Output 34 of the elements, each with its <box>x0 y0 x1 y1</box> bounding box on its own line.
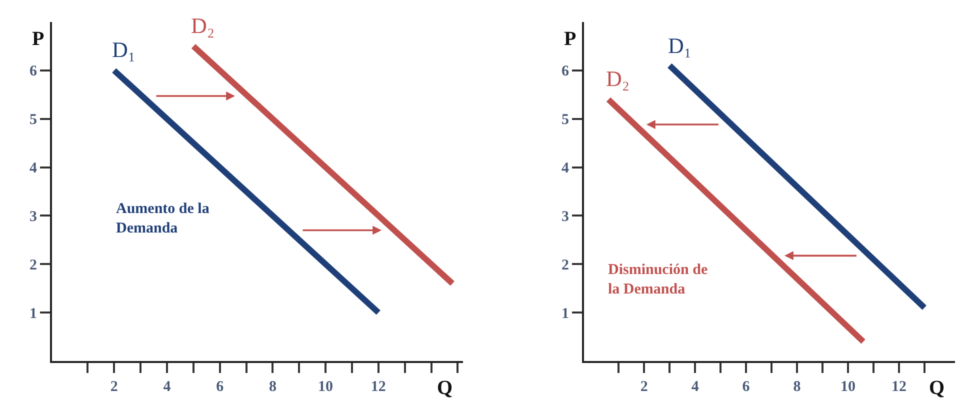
y-tick-label: 5 <box>562 112 569 128</box>
y-tick-label: 2 <box>562 257 569 274</box>
series-label: D₂ <box>191 13 215 38</box>
y-tick-label: 4 <box>562 160 570 177</box>
y-tick-label: 6 <box>562 64 570 80</box>
y-tick-label: 3 <box>30 208 37 225</box>
series-label: D₁ <box>112 37 136 62</box>
y-tick-label: 3 <box>562 208 569 225</box>
x-tick-label: 2 <box>110 379 118 395</box>
x-tick-label: 2 <box>640 379 648 395</box>
y-tick-label: 2 <box>30 257 37 274</box>
x-tick-label: 10 <box>318 379 334 395</box>
x-tick-label: 12 <box>370 379 386 395</box>
y-axis-title: P <box>564 28 576 50</box>
annotation: Disminución de la Demanda <box>608 262 708 298</box>
y-tick-label: 4 <box>30 160 38 177</box>
x-axis-title: Q <box>437 377 453 399</box>
y-tick-label: 1 <box>30 306 37 322</box>
x-axis-title: Q <box>929 377 945 399</box>
x-tick-label: 6 <box>216 379 224 395</box>
y-tick-label: 6 <box>30 64 38 80</box>
y-tick-label: 1 <box>562 306 569 322</box>
x-tick-label: 12 <box>891 379 906 395</box>
x-tick-label: 10 <box>840 379 856 395</box>
x-tick-label: 6 <box>742 379 750 395</box>
y-tick-label: 5 <box>30 112 37 128</box>
y-axis-title: P <box>32 28 44 50</box>
x-tick-label: 4 <box>691 379 700 395</box>
x-tick-label: 8 <box>793 379 801 395</box>
series-label: D₁ <box>668 33 692 58</box>
x-tick-label: 4 <box>163 379 172 395</box>
x-tick-label: 8 <box>268 379 276 395</box>
annotation: Aumento de la Demanda <box>116 201 210 236</box>
series-label: D₂ <box>606 66 630 91</box>
